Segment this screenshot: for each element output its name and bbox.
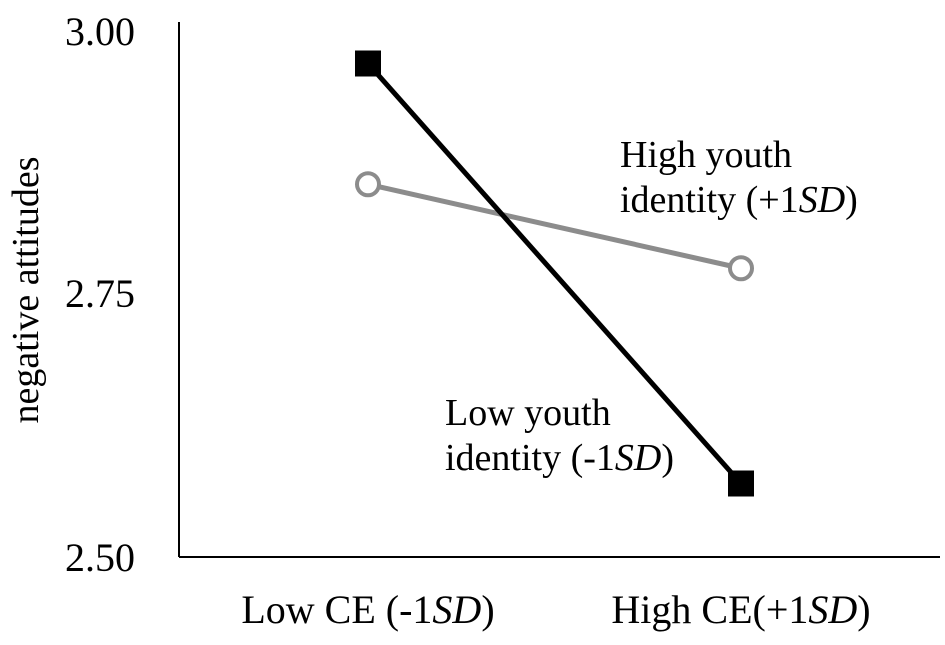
series-line-low-youth-identity (366, 61, 743, 486)
y-axis-title: negative attitudes (5, 157, 47, 424)
x-tick-label-high-ce: High CE(+1SD) (611, 587, 870, 632)
data-point-low-youth-low-ce (355, 50, 381, 77)
series-line-high-youth-identity (367, 181, 742, 271)
data-point-low-youth-high-ce (728, 470, 754, 497)
annotation-high-youth-identity: High youth identity (+1SD) (620, 134, 858, 221)
data-point-high-youth-high-ce (728, 255, 754, 282)
y-tick-label-top: 3.00 (65, 9, 135, 54)
data-point-high-youth-low-ce (355, 171, 381, 198)
annotation-low-youth-identity: Low youth identity (-1SD) (445, 392, 674, 479)
y-tick-label-bottom: 2.50 (65, 535, 135, 580)
y-tick-label-middle: 2.75 (65, 271, 135, 316)
x-tick-label-low-ce: Low CE (-1SD) (241, 587, 494, 632)
